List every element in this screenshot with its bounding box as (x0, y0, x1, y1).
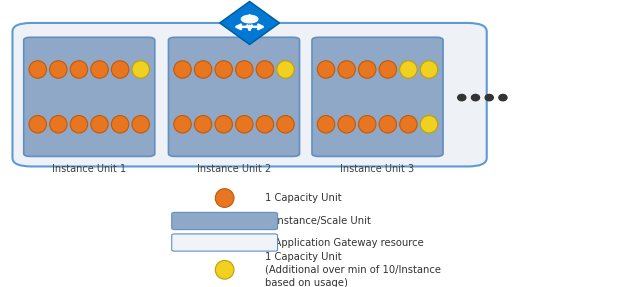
Ellipse shape (215, 61, 232, 78)
Ellipse shape (111, 61, 129, 78)
Ellipse shape (399, 61, 417, 78)
Ellipse shape (173, 116, 191, 133)
Ellipse shape (338, 116, 356, 133)
FancyBboxPatch shape (312, 37, 443, 156)
Text: Instance Unit 2: Instance Unit 2 (197, 164, 271, 174)
Ellipse shape (173, 61, 191, 78)
Ellipse shape (358, 61, 376, 78)
Ellipse shape (379, 61, 397, 78)
Ellipse shape (235, 116, 253, 133)
Ellipse shape (256, 116, 273, 133)
Ellipse shape (29, 61, 46, 78)
Text: 1 Capacity Unit
(Additional over min of 10/Instance
based on usage): 1 Capacity Unit (Additional over min of … (265, 252, 441, 287)
Ellipse shape (472, 94, 479, 101)
FancyBboxPatch shape (172, 234, 278, 251)
Text: Instance Unit 3: Instance Unit 3 (341, 164, 414, 174)
Ellipse shape (90, 116, 109, 133)
Ellipse shape (70, 116, 88, 133)
FancyBboxPatch shape (168, 37, 300, 156)
Ellipse shape (132, 116, 149, 133)
Text: 1 Application Gateway resource: 1 Application Gateway resource (265, 238, 424, 247)
Ellipse shape (485, 94, 493, 101)
Ellipse shape (358, 116, 376, 133)
FancyBboxPatch shape (24, 37, 155, 156)
Text: Instance Unit 1: Instance Unit 1 (52, 164, 126, 174)
Ellipse shape (29, 116, 46, 133)
Ellipse shape (215, 189, 234, 208)
Polygon shape (220, 1, 280, 44)
Ellipse shape (70, 61, 88, 78)
Ellipse shape (317, 61, 334, 78)
Ellipse shape (90, 61, 109, 78)
Ellipse shape (215, 260, 234, 279)
Ellipse shape (399, 116, 417, 133)
Ellipse shape (379, 116, 397, 133)
Ellipse shape (338, 61, 356, 78)
Text: 1 Capacity Unit: 1 Capacity Unit (265, 193, 342, 203)
Ellipse shape (215, 116, 232, 133)
Ellipse shape (277, 116, 295, 133)
FancyBboxPatch shape (172, 212, 278, 230)
Ellipse shape (235, 61, 253, 78)
Ellipse shape (111, 116, 129, 133)
Text: 1 Instance/Scale Unit: 1 Instance/Scale Unit (265, 216, 371, 226)
Ellipse shape (195, 61, 212, 78)
Ellipse shape (277, 61, 295, 78)
Ellipse shape (241, 15, 258, 23)
Ellipse shape (499, 94, 507, 101)
Ellipse shape (132, 61, 149, 78)
Ellipse shape (195, 116, 212, 133)
Ellipse shape (421, 61, 438, 78)
Ellipse shape (317, 116, 334, 133)
Ellipse shape (256, 61, 273, 78)
Ellipse shape (457, 94, 466, 101)
Ellipse shape (421, 116, 438, 133)
FancyBboxPatch shape (12, 23, 487, 166)
Ellipse shape (49, 116, 67, 133)
Ellipse shape (49, 61, 67, 78)
